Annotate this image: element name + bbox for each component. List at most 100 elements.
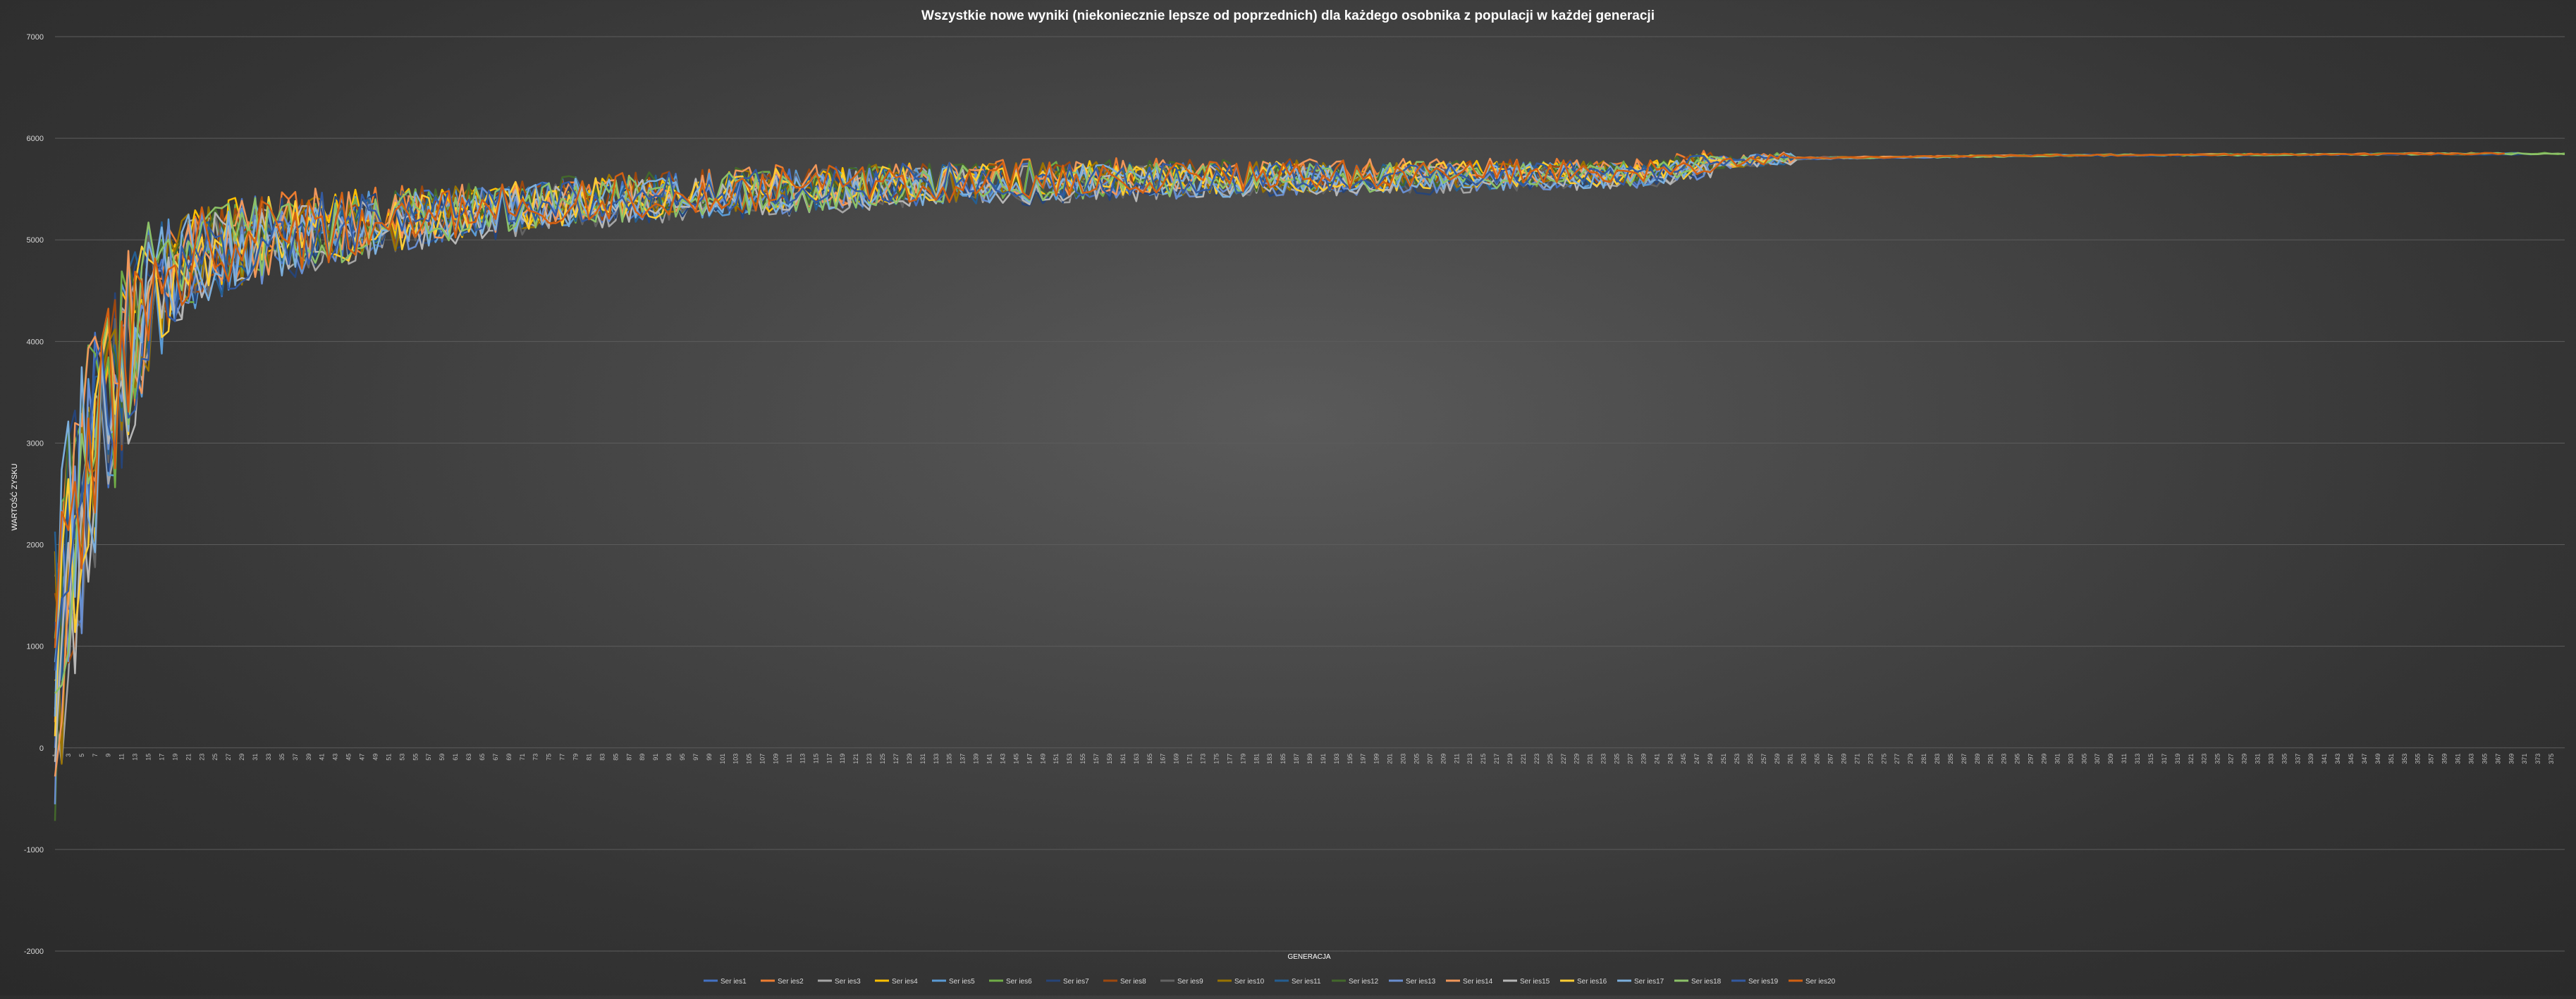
x-tick-label: 309 [2107,754,2114,764]
x-tick-label: 371 [2521,754,2528,764]
legend-entry: Ser ies11 [1292,978,1321,986]
legend-entry: Ser ies17 [1634,978,1664,986]
x-tick-label: 357 [2428,754,2435,764]
x-tick-label: 71 [519,754,526,761]
x-tick-label: 295 [2014,754,2021,764]
x-axis-label: GENERACJA [1287,953,1330,961]
x-tick-label: 337 [2294,754,2301,764]
x-tick-label: 35 [278,754,286,761]
x-tick-label: 307 [2094,754,2101,764]
x-tick-label: 73 [532,754,539,761]
x-tick-label: 63 [465,754,472,761]
x-tick-label: 347 [2361,754,2368,764]
x-tick-label: 227 [1560,754,1567,764]
x-tick-label: 317 [2161,754,2168,764]
x-tick-label: 277 [1894,754,1901,764]
legend-entry: Ser ies10 [1234,978,1265,986]
x-tick-label: 95 [679,754,686,761]
x-tick-label: 251 [1720,754,1727,764]
y-tick-label: 0 [39,744,44,753]
x-tick-label: 155 [1079,754,1086,764]
x-tick-label: 367 [2494,754,2501,764]
x-tick-label: 27 [225,754,232,761]
x-tick-label: 279 [1907,754,1914,764]
x-tick-label: 37 [292,754,299,761]
x-tick-label: 185 [1280,754,1287,764]
x-tick-label: 351 [2388,754,2395,764]
x-tick-label: 7 [92,754,99,757]
x-tick-label: 237 [1626,754,1633,764]
x-tick-label: 343 [2334,754,2341,764]
x-tick-label: 87 [625,754,632,761]
x-tick-label: 205 [1413,754,1420,764]
x-tick-label: 271 [1853,754,1860,764]
x-tick-label: 229 [1574,754,1581,764]
legend-entry: Ser ies18 [1691,978,1722,986]
x-tick-label: 209 [1440,754,1447,764]
x-tick-label: 321 [2188,754,2195,764]
y-axis-label: WARTOŚĆ ZYSKU [10,463,19,530]
x-tick-label: 203 [1400,754,1407,764]
x-tick-label: 267 [1827,754,1834,764]
x-tick-label: 305 [2080,754,2087,764]
x-tick-label: 187 [1293,754,1300,764]
x-tick-label: 107 [759,754,766,764]
x-tick-label: 83 [599,754,606,761]
legend-entry: Ser ies12 [1349,978,1379,986]
x-tick-label: 223 [1533,754,1540,764]
x-tick-label: 219 [1507,754,1514,764]
x-tick-label: 239 [1640,754,1647,764]
x-tick-label: 153 [1066,754,1073,764]
x-tick-label: 319 [2174,754,2181,764]
x-tick-label: 179 [1239,754,1246,764]
x-tick-label: 91 [652,754,659,761]
x-tick-label: 235 [1614,754,1621,764]
x-tick-label: 151 [1053,754,1060,764]
x-tick-label: 315 [2147,754,2154,764]
x-tick-label: 111 [785,754,792,764]
series-line [54,152,2532,725]
x-tick-label: 117 [826,754,833,764]
x-tick-label: 119 [839,754,846,764]
x-tick-label: 181 [1253,754,1260,764]
legend-entry: Ser ies7 [1063,978,1089,986]
x-tick-label: 329 [2241,754,2248,764]
legend-entry: Ser ies16 [1577,978,1607,986]
x-tick-label: 97 [692,754,699,761]
y-axis-ticks: -2000 -1000 0 1000 2000 3000 4000 5000 6000 7000 [24,33,44,956]
x-tick-label: 335 [2281,754,2288,764]
x-tick-label: 247 [1693,754,1700,764]
x-tick-label: 49 [372,754,379,761]
x-tick-label: 15 [145,754,152,761]
x-tick-label: 61 [452,754,459,761]
x-tick-label: 13 [132,754,139,761]
y-tick-label: 7000 [27,33,44,42]
x-tick-label: 53 [398,754,405,761]
x-tick-label: 55 [412,754,419,761]
legend-entry: Ser ies15 [1520,978,1550,986]
legend-entry: Ser ies8 [1120,978,1146,986]
x-tick-label: 331 [2254,754,2261,764]
x-tick-label: 135 [946,754,953,764]
legend-entry: Ser ies1 [720,978,747,986]
x-tick-label: 129 [906,754,913,764]
y-tick-label: 3000 [27,439,44,448]
x-tick-label: 313 [2134,754,2141,764]
legend-entry: Ser ies9 [1177,978,1203,986]
x-tick-label: 139 [973,754,980,764]
x-tick-label: 171 [1186,754,1194,764]
x-tick-label: 101 [719,754,726,764]
x-tick-label: 269 [1840,754,1847,764]
x-tick-label: 355 [2415,754,2422,764]
x-tick-label: 33 [265,754,272,761]
x-tick-label: 89 [639,754,646,761]
x-tick-label: 363 [2467,754,2474,764]
x-tick-label: 193 [1333,754,1340,764]
x-tick-label: 349 [2374,754,2381,764]
x-tick-label: 169 [1173,754,1180,764]
x-tick-label: 123 [866,754,873,764]
x-tick-label: 365 [2481,754,2488,764]
x-tick-label: 75 [546,754,553,761]
x-tick-label: 263 [1801,754,1808,764]
